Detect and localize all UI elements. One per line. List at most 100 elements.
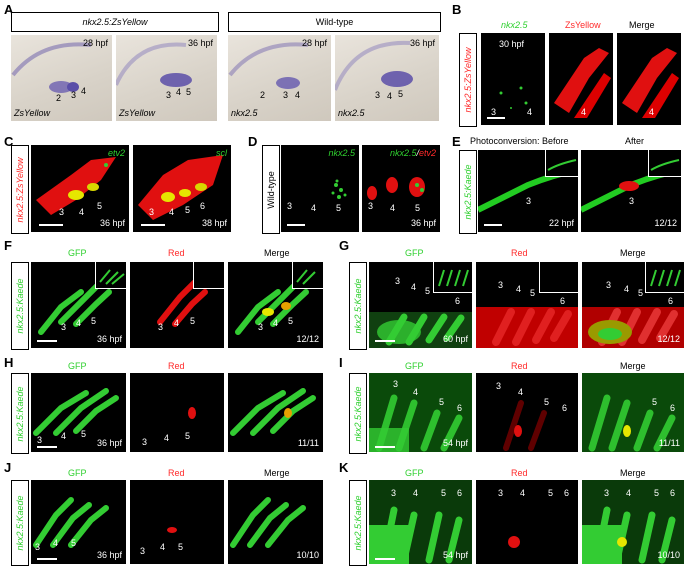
arch-number: 5 bbox=[185, 205, 191, 215]
arch-number: 2 bbox=[56, 93, 62, 103]
arch-number: 5 bbox=[185, 431, 191, 441]
panel-e-image-after: 3 12/12 bbox=[581, 150, 681, 232]
arch-number: 5 bbox=[97, 201, 103, 211]
panel-letter-i: I bbox=[339, 355, 343, 370]
panel-f-genotype-label: nkx2.5:Kaede bbox=[11, 262, 29, 350]
probe-label: ZsYellow bbox=[14, 108, 51, 118]
panel-i-genotype-label: nkx2.5:Kaede bbox=[349, 373, 367, 454]
panel-g-genotype-label: nkx2.5:Kaede bbox=[349, 262, 367, 350]
panel-b-genotype-label: nkx2.5:ZsYellow bbox=[459, 33, 477, 127]
arch-number: 4 bbox=[61, 431, 67, 441]
arch-number: 5 bbox=[336, 203, 342, 213]
arch-number: 3 bbox=[140, 546, 146, 556]
panel-j-genotype-label: nkx2.5:Kaede bbox=[11, 480, 29, 566]
stage-label: 36 hpf bbox=[99, 218, 125, 228]
panel-h-genotype-label: nkx2.5:Kaede bbox=[11, 373, 29, 454]
arch-number: 4 bbox=[76, 318, 82, 328]
arch-number: 4 bbox=[273, 318, 279, 328]
stage-label: 36 hpf bbox=[96, 334, 122, 344]
arch-number: 4 bbox=[174, 318, 180, 328]
ratio-label: 10/10 bbox=[296, 550, 319, 560]
panel-a-header-wildtype: Wild-type bbox=[228, 12, 441, 32]
arch-number: 4 bbox=[581, 107, 587, 117]
panel-f-col-merge: Merge bbox=[264, 248, 290, 258]
arch-number: 3 bbox=[491, 107, 497, 117]
arch-number: 3 bbox=[604, 488, 610, 498]
arch-number: 5 bbox=[186, 87, 192, 97]
panel-j-col-gfp: GFP bbox=[68, 468, 87, 478]
panel-b-col-merge: Merge bbox=[629, 20, 655, 30]
panel-letter-k: K bbox=[339, 460, 349, 475]
panel-e-before-label: Photoconversion: Before bbox=[470, 136, 569, 146]
panel-i-image-gfp: 3 4 5 6 54 hpf bbox=[369, 373, 472, 452]
panel-k-image-gfp: 3 4 5 6 54 hpf bbox=[369, 480, 472, 564]
arch-number: 4 bbox=[387, 91, 393, 101]
panel-g-col-red: Red bbox=[511, 248, 528, 258]
panel-k-col-gfp: GFP bbox=[405, 468, 424, 478]
panel-b-image-merge: 4 bbox=[617, 33, 681, 125]
panel-k-image-red: 3 4 5 6 bbox=[476, 480, 578, 564]
panel-e-after-label: After bbox=[625, 136, 645, 146]
panel-letter-h: H bbox=[4, 355, 14, 370]
panel-d-genotype-label: Wild-type bbox=[262, 145, 280, 234]
panel-a-header-transgenic: nkx2.5:ZsYellow bbox=[11, 12, 219, 32]
panel-i-image-red: 3 4 5 6 bbox=[476, 373, 578, 452]
arch-number: 4 bbox=[626, 488, 632, 498]
panel-k-col-red: Red bbox=[511, 468, 528, 478]
panel-i-col-merge: Merge bbox=[620, 361, 646, 371]
arch-number: 3 bbox=[606, 280, 612, 290]
arch-number: 4 bbox=[649, 107, 655, 117]
panel-letter-f: F bbox=[4, 238, 12, 253]
arch-number: 5 bbox=[190, 316, 196, 326]
arch-number: 5 bbox=[544, 397, 550, 407]
arch-number: 5 bbox=[91, 316, 97, 326]
arch-number: 4 bbox=[311, 203, 317, 213]
panel-c-genotype-label: nkx2.5:ZsYellow bbox=[11, 145, 29, 234]
arch-number: 3 bbox=[287, 201, 293, 211]
marker-label: nkx2.5/etv2 bbox=[389, 148, 436, 158]
arch-number: 5 bbox=[638, 288, 644, 298]
arch-number: 4 bbox=[81, 86, 87, 96]
arch-number: 4 bbox=[527, 107, 533, 117]
stage-label: 36 hpf bbox=[96, 550, 122, 560]
panel-j-col-red: Red bbox=[168, 468, 185, 478]
panel-f-image-gfp: 3 4 5 36 hpf bbox=[31, 262, 126, 348]
arch-number: 6 bbox=[200, 201, 206, 211]
arch-number: 4 bbox=[413, 387, 419, 397]
stage-label: 36 hpf bbox=[409, 38, 435, 48]
panel-k-col-merge: Merge bbox=[620, 468, 646, 478]
panel-i-image-merge: 5 6 11/11 bbox=[582, 373, 684, 452]
panel-letter-j: J bbox=[4, 460, 12, 475]
arch-number: 3 bbox=[37, 435, 43, 445]
stage-label: 36 hpf bbox=[410, 218, 436, 228]
stage-label: 28 hpf bbox=[301, 38, 327, 48]
panel-j-image-red: 3 4 5 bbox=[130, 480, 224, 564]
panel-i-col-red: Red bbox=[511, 361, 528, 371]
arch-number: 3 bbox=[35, 542, 41, 552]
arch-number: 5 bbox=[288, 316, 294, 326]
arch-number: 5 bbox=[441, 488, 447, 498]
marker-label: nkx2.5 bbox=[328, 148, 355, 158]
panel-letter-e: E bbox=[452, 134, 461, 149]
panel-h-col-red: Red bbox=[168, 361, 185, 371]
arch-number: 3 bbox=[61, 322, 67, 332]
arch-number: 5 bbox=[439, 397, 445, 407]
ratio-label: 12/12 bbox=[296, 334, 319, 344]
panel-e-genotype-label: nkx2.5:Kaede bbox=[459, 150, 477, 234]
panel-g-col-merge: Merge bbox=[620, 248, 646, 258]
panel-letter-g: G bbox=[339, 238, 350, 253]
panel-b-image-nkx25: 30 hpf 3 4 bbox=[481, 33, 545, 125]
panel-c-image-etv2: etv2 36 hpf 3 4 5 bbox=[31, 145, 129, 232]
arch-number: 4 bbox=[160, 542, 166, 552]
panel-a-image-2: 36 hpf ZsYellow 3 4 5 bbox=[116, 35, 217, 121]
arch-number: 6 bbox=[670, 488, 676, 498]
probe-label: nkx2.5 bbox=[338, 108, 365, 118]
stage-label: 36 hpf bbox=[96, 438, 122, 448]
arch-number: 4 bbox=[295, 90, 301, 100]
arch-number: 6 bbox=[564, 488, 570, 498]
panel-f-col-red: Red bbox=[168, 248, 185, 258]
arch-number: 3 bbox=[391, 488, 397, 498]
panel-b-col-nkx25: nkx2.5 bbox=[501, 20, 528, 30]
stage-label: 60 hpf bbox=[442, 334, 468, 344]
stage-label: 38 hpf bbox=[201, 218, 227, 228]
